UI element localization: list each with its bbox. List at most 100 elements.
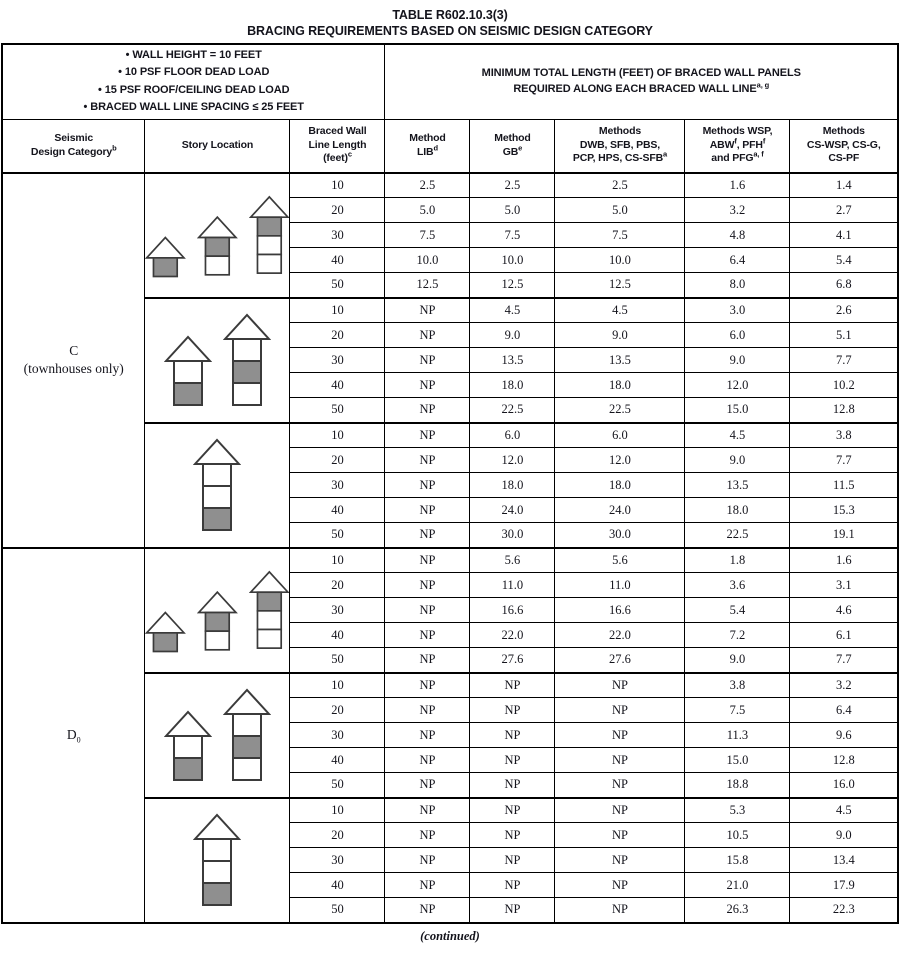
table-row: 40 NP NP NP 21.0 17.9: [2, 872, 899, 898]
table-row: 30 NP 13.5 13.5 9.0 7.7: [2, 347, 899, 373]
braced-wall-line-length-cell: 30: [289, 597, 386, 623]
required-length-value-cell: NP: [469, 747, 556, 773]
required-length-value-cell: NP: [469, 697, 556, 723]
required-length-value-cell: 4.1: [789, 222, 899, 248]
required-length-value-cell: 27.6: [469, 647, 556, 673]
table-row: 20 NP NP NP 10.5 9.0: [2, 822, 899, 848]
table-row: 10 NP NP NP 3.8 3.2: [2, 671, 899, 798]
required-length-value-cell: NP: [469, 822, 556, 848]
required-length-value-cell: NP: [384, 822, 471, 848]
table-row: 30 7.5 7.5 7.5 4.8 4.1: [2, 222, 899, 248]
braced-wall-line-length-cell: 50: [289, 647, 386, 673]
required-length-value-cell: 5.6: [554, 546, 686, 573]
roof-icon: [222, 688, 271, 715]
required-length-value-cell: 9.0: [684, 347, 791, 373]
required-length-value-cell: 18.0: [554, 372, 686, 398]
required-length-value-cell: NP: [469, 796, 556, 823]
required-length-value-cell: 12.5: [384, 272, 471, 298]
required-length-value-cell: 6.0: [684, 322, 791, 348]
required-length-value-cell: 5.4: [684, 597, 791, 623]
required-length-value-cell: 1.4: [789, 171, 899, 198]
required-length-value-cell: NP: [384, 397, 471, 423]
table-row: 20 NP NP NP 7.5 6.4: [2, 697, 899, 723]
required-length-value-cell: 7.2: [684, 622, 791, 648]
table-row: 30 NP 18.0 18.0 13.5 11.5: [2, 472, 899, 498]
required-length-value-cell: 15.0: [684, 747, 791, 773]
col-header-seismic-category: Seismic Design Categoryb: [1, 118, 146, 174]
story-box: [204, 629, 231, 651]
table-row: 10 NP 4.5 4.5 3.0 2.6: [2, 296, 899, 423]
house-story-diagram: [222, 688, 271, 781]
required-length-value-cell: 2.6: [789, 296, 899, 323]
required-length-value-cell: 3.2: [684, 197, 791, 223]
required-length-value-cell: 10.0: [554, 247, 686, 273]
required-length-value-cell: NP: [384, 697, 471, 723]
house-diagram-group: [146, 813, 289, 922]
braced-wall-line-length-cell: 20: [289, 697, 386, 723]
braced-wall-line-length-cell: 40: [289, 497, 386, 523]
required-length-value-cell: NP: [469, 671, 556, 698]
braced-wall-line-length-cell: 30: [289, 347, 386, 373]
required-length-value-cell: NP: [469, 722, 556, 748]
story-box: [231, 381, 262, 406]
required-length-value-cell: NP: [554, 697, 686, 723]
required-length-value-cell: 6.8: [789, 272, 899, 298]
required-length-value-cell: NP: [384, 772, 471, 798]
house-diagram-group: [145, 188, 289, 297]
story-box: [202, 462, 233, 487]
house-story-diagram: [193, 813, 242, 906]
required-length-value-cell: 12.0: [554, 447, 686, 473]
required-length-value-cell: 6.0: [554, 421, 686, 448]
house-diagram-group: [146, 313, 289, 422]
required-length-value-cell: 17.9: [789, 872, 899, 898]
required-length-value-cell: NP: [554, 822, 686, 848]
required-length-value-cell: 6.4: [684, 247, 791, 273]
required-length-value-cell: NP: [554, 796, 686, 823]
required-length-value-cell: 22.5: [469, 397, 556, 423]
braced-wall-line-length-cell: 20: [289, 447, 386, 473]
required-length-value-cell: 7.7: [789, 647, 899, 673]
required-length-value-cell: 18.0: [469, 472, 556, 498]
table-row: 40 NP 18.0 18.0 12.0 10.2: [2, 372, 899, 398]
required-length-value-cell: 22.3: [789, 897, 899, 923]
table-title: TABLE R602.10.3(3) BRACING REQUIREMENTS …: [0, 0, 900, 40]
roof-icon: [197, 215, 238, 238]
shaded-story-box: [172, 381, 203, 406]
required-length-value-cell: NP: [384, 421, 471, 448]
required-length-value-cell: 30.0: [469, 522, 556, 548]
table-row: 30 NP 16.6 16.6 5.4 4.6: [2, 597, 899, 623]
required-length-value-cell: 9.0: [789, 822, 899, 848]
story-location-cell: [144, 546, 291, 673]
required-length-value-cell: 2.5: [469, 171, 556, 198]
required-length-value-cell: 9.6: [789, 722, 899, 748]
table-row: 20 NP 12.0 12.0 9.0 7.7: [2, 447, 899, 473]
story-box: [172, 734, 203, 759]
condition-floor-dead-load: • 10 PSF FLOOR DEAD LOAD: [118, 66, 270, 79]
required-length-value-cell: 24.0: [469, 497, 556, 523]
house-story-diagram: [193, 438, 242, 531]
required-length-value-cell: NP: [554, 847, 686, 873]
required-length-value-cell: NP: [384, 322, 471, 348]
shaded-story-box: [153, 631, 179, 652]
table-row: 20 NP 9.0 9.0 6.0 5.1: [2, 322, 899, 348]
story-box: [256, 234, 282, 255]
braced-wall-line-length-cell: 10: [289, 171, 386, 198]
braced-wall-line-length-cell: 40: [289, 872, 386, 898]
required-length-value-cell: NP: [469, 847, 556, 873]
required-length-value-cell: 18.8: [684, 772, 791, 798]
table-row: 50 12.5 12.5 12.5 8.0 6.8: [2, 272, 899, 298]
story-box: [231, 756, 262, 781]
required-length-value-cell: 2.5: [554, 171, 686, 198]
house-story-diagram: [222, 313, 271, 406]
braced-wall-line-length-cell: 10: [289, 296, 386, 323]
required-length-value-cell: 12.5: [554, 272, 686, 298]
required-length-value-cell: 10.0: [469, 247, 556, 273]
shaded-story-box: [256, 590, 282, 612]
table-caption: BRACING REQUIREMENTS BASED ON SEISMIC DE…: [247, 24, 653, 39]
braced-wall-line-length-cell: 30: [289, 222, 386, 248]
col-header-method-gb: Method GBe: [469, 118, 556, 174]
required-length-value-cell: 1.6: [789, 546, 899, 573]
story-location-cell: [144, 171, 291, 298]
required-length-value-cell: NP: [384, 647, 471, 673]
required-length-value-cell: 21.0: [684, 872, 791, 898]
